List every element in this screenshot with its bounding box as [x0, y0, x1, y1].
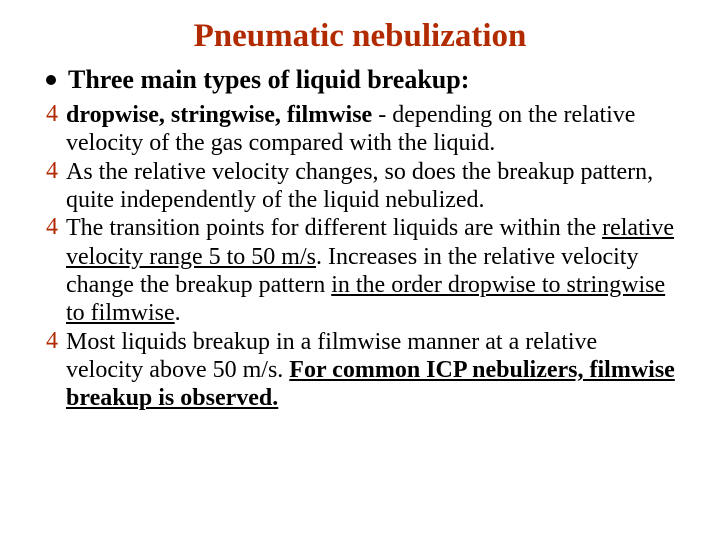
sub-bullet-marker-icon: 4 — [46, 214, 58, 241]
text-segment: . — [175, 300, 181, 326]
sub-bullet-marker-icon: 4 — [46, 328, 58, 355]
sub-bullet-item: 4 As the relative velocity changes, so do… — [46, 158, 680, 215]
bullet-dot-icon — [46, 75, 56, 85]
sub-bullet-marker-icon: 4 — [46, 101, 58, 128]
text-segment: dropwise, stringwise, filmwise — [66, 102, 372, 128]
sub-bullet-list: 4 dropwise, stringwise, filmwise - depend… — [46, 101, 680, 412]
sub-bullet-text: Most liquids breakup in a filmwise manne… — [66, 328, 680, 413]
text-segment: As the relative velocity changes, so doe… — [66, 159, 653, 213]
main-bullet-text: Three main types of liquid breakup: — [68, 65, 469, 95]
sub-bullet-marker-icon: 4 — [46, 158, 58, 185]
sub-bullet-item: 4 Most liquids breakup in a filmwise mann… — [46, 328, 680, 413]
sub-bullet-text: As the relative velocity changes, so doe… — [66, 158, 680, 215]
text-segment: The transition points for different liqu… — [66, 215, 602, 241]
sub-bullet-text: dropwise, stringwise, filmwise - dependi… — [66, 101, 680, 158]
sub-bullet-item: 4 The transition points for different liq… — [46, 214, 680, 327]
main-bullet-row: Three main types of liquid breakup: — [46, 65, 680, 95]
sub-bullet-item: 4 dropwise, stringwise, filmwise - depend… — [46, 101, 680, 158]
slide-title: Pneumatic nebulization — [40, 18, 680, 55]
sub-bullet-text: The transition points for different liqu… — [66, 214, 680, 327]
